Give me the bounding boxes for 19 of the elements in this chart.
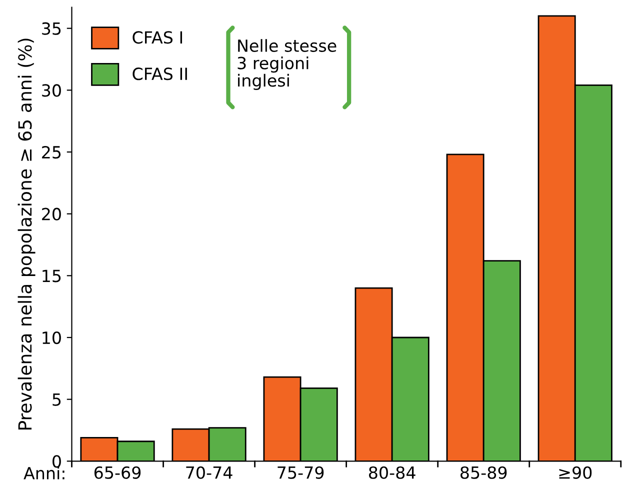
legend-label: CFAS I — [132, 31, 182, 44]
x-tick-label: ≥90 — [559, 466, 592, 479]
y-tick-label: 0 — [52, 455, 61, 468]
y-tick-label: 35 — [42, 22, 61, 35]
x-tick-label: 70-74 — [186, 466, 232, 479]
y-tick-label: 10 — [42, 331, 61, 344]
x-tick-label: 80-84 — [368, 466, 416, 479]
y-axis-title: Prevalenza nella popolazione ≥ 65 anni (%) — [18, 38, 36, 430]
y-tick-label: 25 — [42, 146, 61, 159]
y-tick-label: 20 — [42, 208, 61, 220]
y-tick-label: 15 — [42, 270, 61, 282]
x-tick-label: 75-79 — [278, 466, 324, 479]
x-axis-title: Anni: — [24, 466, 64, 480]
y-tick-label: 5 — [52, 394, 61, 406]
legend-label: CFAS II — [132, 68, 187, 80]
annotation: Nelle stesse 3 regioni inglesi — [238, 39, 336, 90]
x-tick-label: 65-69 — [94, 466, 141, 479]
x-tick-label: 85-89 — [460, 466, 507, 479]
y-tick-label: 30 — [42, 84, 61, 97]
